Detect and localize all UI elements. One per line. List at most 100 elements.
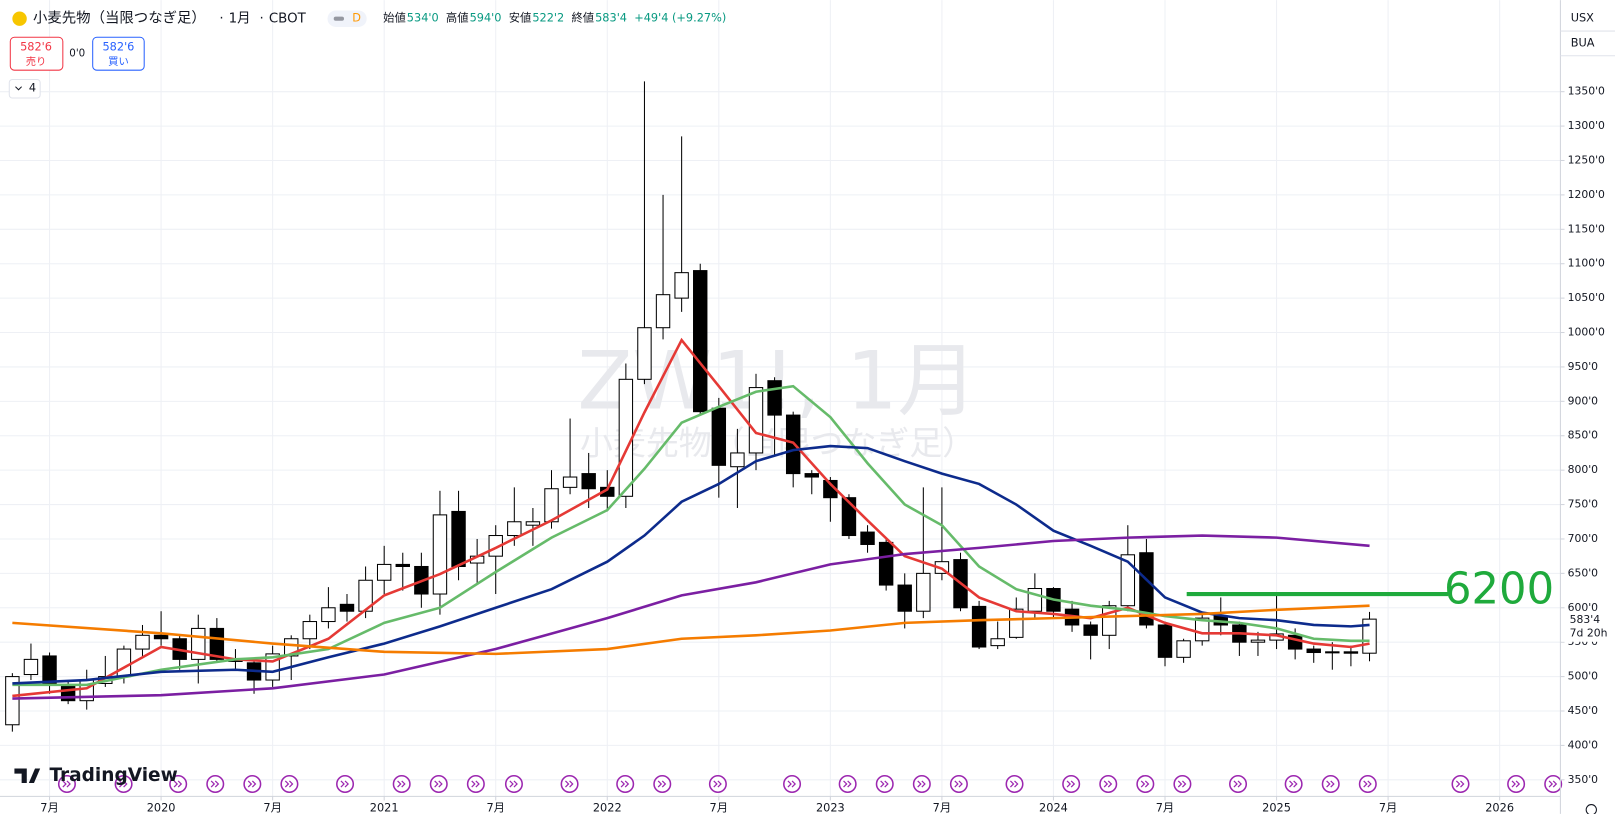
event-icon[interactable] [1284,774,1303,793]
x-tick-label: 7月 [40,801,59,814]
last-price-box [1561,610,1615,642]
candle-body [767,380,782,416]
buy-label: 買い [108,56,129,68]
spread: 0'0 [69,48,85,60]
candle-body [1120,554,1136,607]
event-icon[interactable] [1062,774,1081,793]
event-arrow [1140,780,1150,788]
y-tick-label: 600'0 [1568,601,1599,614]
x-tick-label: 2024 [1039,801,1068,814]
candle-body [153,634,169,640]
y-tick-label: 800'0 [1568,463,1599,476]
ohlc-label: 終値 [571,11,594,25]
event-icon[interactable] [1136,774,1155,793]
candle-body [1009,608,1024,638]
separator: · [219,12,223,27]
x-tick-label: 7月 [710,801,729,814]
candle-body [451,510,466,568]
event-icon[interactable] [206,774,225,793]
candle-body [1343,651,1359,654]
candle-body [5,676,20,726]
candle-body [971,605,987,648]
plot: 6200 [5,81,1563,793]
event-icon[interactable] [504,774,523,793]
x-tick-label: 2023 [816,801,845,814]
brand-logo [14,768,41,783]
event-icon[interactable] [280,774,299,793]
event-icon[interactable] [875,774,894,793]
event-icon[interactable] [57,774,76,793]
event-arrow [471,780,480,788]
buy-button[interactable] [92,36,145,71]
candle-body [562,476,578,488]
ma-line [12,604,1370,656]
event-icon[interactable] [708,774,727,793]
event-arrow [787,780,797,788]
ohlc-value: 594'0 [470,11,502,25]
event-icon[interactable] [392,774,411,793]
candle-body [637,327,652,380]
y-tick-label: 900'0 [1568,394,1599,407]
event-icon[interactable] [1173,774,1192,793]
y-tick-label: 700'0 [1568,532,1599,545]
separator: · [260,12,264,27]
event-icon[interactable] [949,774,968,793]
event-icon[interactable] [243,774,262,793]
event-icon[interactable] [1544,774,1563,793]
event-arrow [1009,780,1019,788]
event-arrow [284,780,294,788]
event-icon[interactable] [336,774,355,793]
candle-body [525,521,541,526]
grid [0,0,1561,797]
event-arrow [1511,780,1521,788]
symbol-icon [12,11,27,26]
event-icon[interactable] [616,774,635,793]
badge-dash [333,16,345,21]
event-icon[interactable] [429,774,448,793]
ohlc-value: 534'0 [407,11,439,25]
unit[interactable]: BUA [1571,35,1595,49]
y-tick-label: 1350'0 [1568,85,1605,98]
event-arrow [843,780,852,788]
candle-body [1083,624,1098,636]
event-icon[interactable] [1229,774,1248,793]
candle-body [321,607,336,623]
candle-body [916,572,931,612]
event-arrow [917,780,926,788]
event-icon[interactable] [912,774,931,793]
x-tick-label: 7月 [263,801,282,814]
event-icon[interactable] [653,774,672,793]
event-icon[interactable] [1358,774,1377,793]
interval: 1月 [229,12,251,27]
event-arrow [657,780,667,788]
event-icon[interactable] [783,774,802,793]
event-icon[interactable] [169,774,188,793]
candle-body [1157,624,1173,658]
event-arrow [565,780,574,788]
event-icon[interactable] [1099,774,1118,793]
event-icon[interactable] [838,774,857,793]
candle-body [302,621,318,640]
event-icon[interactable] [466,774,485,793]
event-arrow [210,780,220,788]
candle-body [1176,640,1191,658]
event-icon[interactable] [1507,774,1526,793]
badge[interactable] [327,10,367,27]
event-icon[interactable] [1005,774,1024,793]
axes: 350'0400'0450'0500'0550'0600'0650'0700'0… [40,85,1615,815]
event-icon[interactable] [1321,774,1340,793]
ohlc-label: 安値 [509,11,532,25]
currency[interactable]: USX [1571,11,1594,25]
x-tick-label: 7月 [1379,801,1398,814]
indicator-count: 4 [29,81,36,95]
y-tick-label: 450'0 [1568,704,1599,717]
sell-button[interactable] [9,36,64,71]
indicator-toggle[interactable] [8,78,41,99]
event-icon[interactable] [114,774,133,793]
exchange: CBOT [269,12,307,27]
sell-price: 582'6 [20,40,52,54]
event-icon[interactable] [560,774,579,793]
candle-body [1250,639,1266,643]
event-icon[interactable] [1451,774,1470,793]
